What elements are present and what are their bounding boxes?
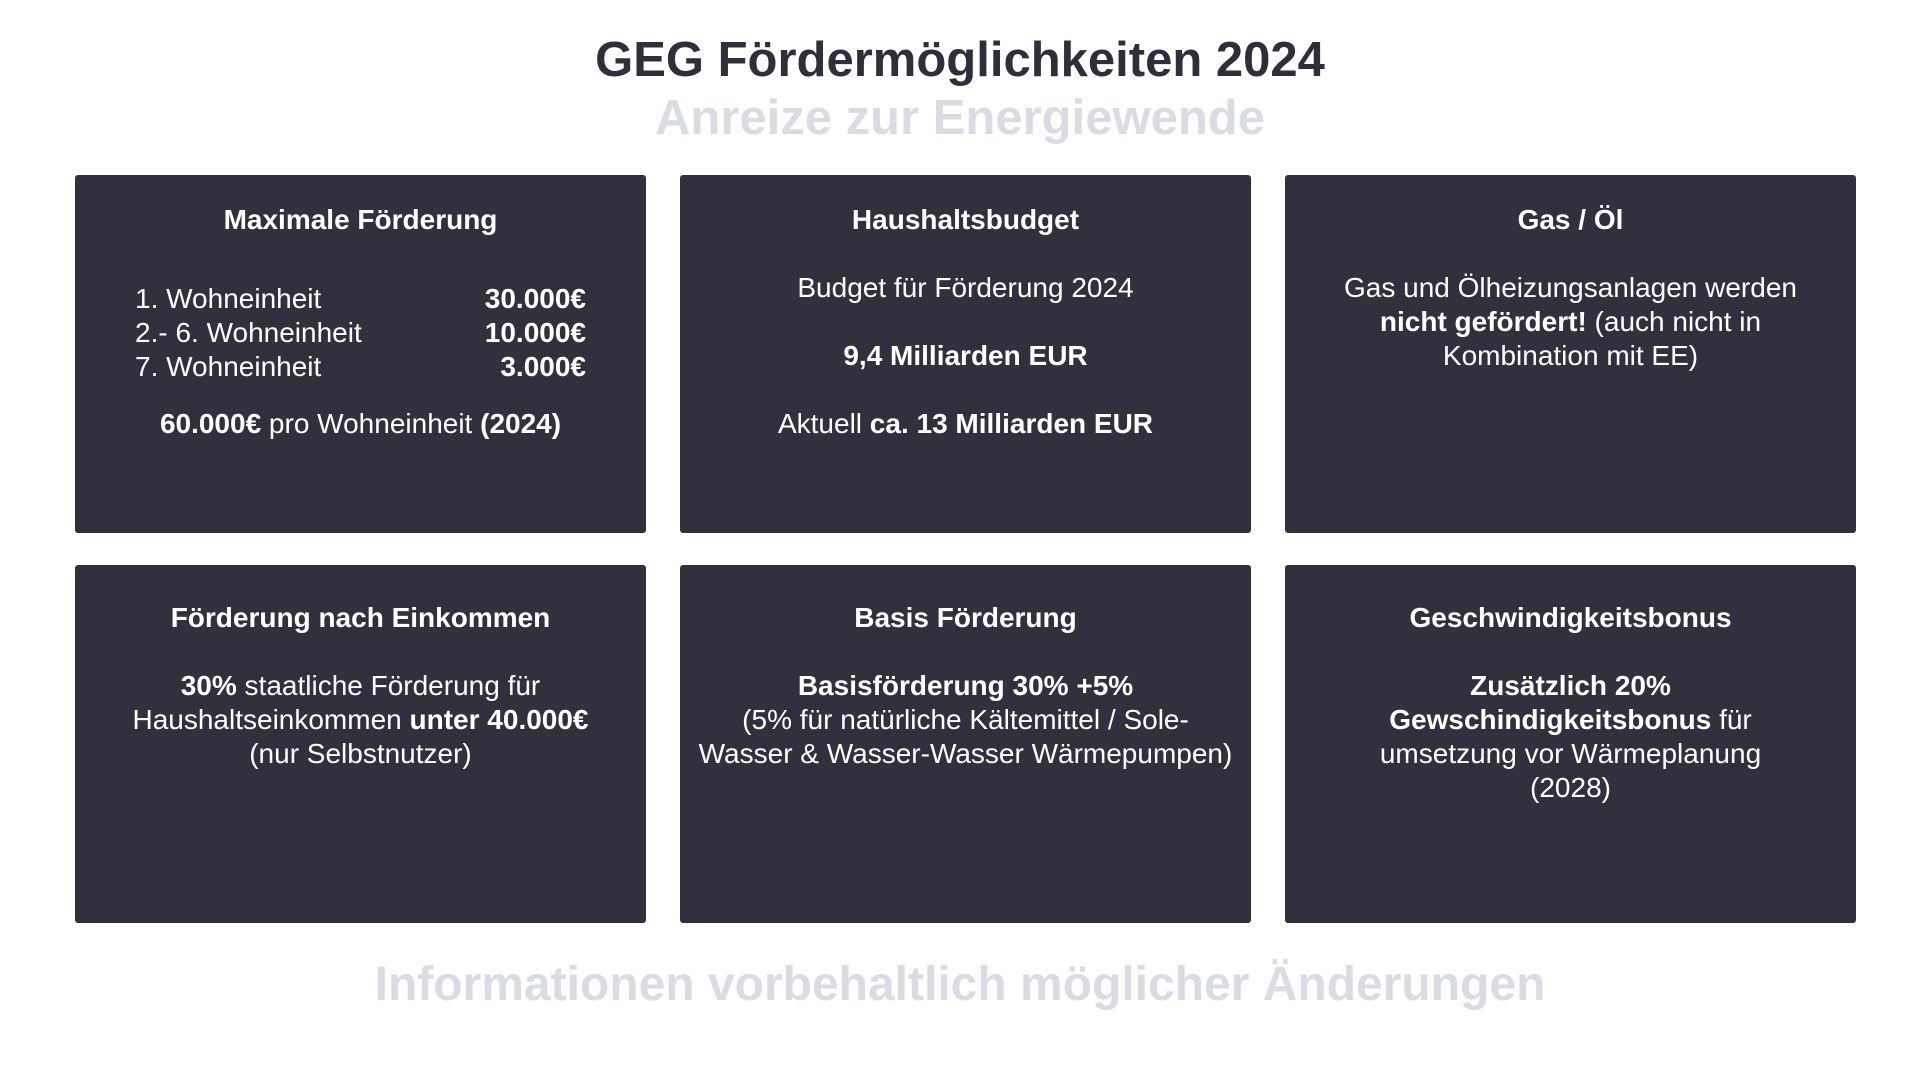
gas-line-1: Gas und Ölheizungsanlagen werden [1344,272,1797,303]
total-amount: 60.000€ [159,408,262,439]
unit-row: 1. Wohneinheit 30.000€ [135,282,586,316]
gas-line-2: nicht gefördert! (auch nicht in [1285,305,1856,339]
budget-current-prefix: Aktuell [777,408,870,439]
card-title: Haushaltsbudget [851,204,1080,235]
income-line-1: 30% staatliche Förderung für [75,669,646,703]
gas-line-3: Kombination mit EE) [1442,340,1699,371]
unit-label: 7. Wohneinheit [135,351,322,382]
footer-disclaimer: Informationen vorbehaltlich möglicher Än… [374,958,1546,1011]
budget-current: Aktuell ca. 13 Milliarden EUR [680,407,1251,441]
card-title: Geschwindigkeitsbonus [1409,602,1732,633]
income-line-1-rest: staatliche Förderung für [236,670,541,701]
basis-line-2: (5% für natürliche Kältemittel / Sole- [742,704,1189,735]
income-line-2-prefix: Haushaltseinkommen [132,704,410,735]
budget-current-value: ca. 13 Milliarden EUR [869,408,1154,439]
income-limit: unter 40.000€ [409,704,589,735]
gas-not-funded: nicht gefördert! [1379,306,1587,337]
total-year: (2024) [480,408,562,439]
total-text: pro Wohneinheit [261,408,481,439]
card-title: Förderung nach Einkommen [170,602,551,633]
unit-amount: 3.000€ [500,351,586,382]
speed-line-2-rest: für [1711,704,1752,735]
card-title: Gas / Öl [1517,204,1624,235]
gas-line-2-rest: (auch nicht in [1586,306,1762,337]
card-haushaltsbudget: Haushaltsbudget Budget für Förderung 202… [680,175,1251,533]
card-geschwindigkeitsbonus: Geschwindigkeitsbonus Zusätzlich 20% Gew… [1285,565,1856,923]
income-line-3: (nur Selbstnutzer) [249,738,472,769]
speed-line-2: Gewschindigkeitsbonus für [1285,703,1856,737]
page-subtitle: Anreize zur Energiewende [655,91,1265,145]
speed-line-3: umsetzung vor Wärmeplanung [1379,738,1762,769]
income-percent: 30% [180,670,237,701]
card-basis-foerderung: Basis Förderung Basisförderung 30% +5% (… [680,565,1251,923]
card-max-foerderung: Maximale Förderung 1. Wohneinheit 30.000… [75,175,646,533]
unit-amount: 30.000€ [484,283,586,314]
card-title: Basis Förderung [854,602,1077,633]
unit-label: 2.- 6. Wohneinheit [135,317,362,348]
page-title: GEG Fördermöglichkeiten 2024 [595,33,1325,87]
speed-line-4: (2028) [1530,772,1611,803]
unit-label: 1. Wohneinheit [135,283,322,314]
total-line: 60.000€ pro Wohneinheit (2024) [75,407,646,441]
budget-amount: 9,4 Milliarden EUR [843,340,1088,371]
basis-line-1: Basisförderung 30% +5% [797,670,1134,701]
card-gas-oel: Gas / Öl Gas und Ölheizungsanlagen werde… [1285,175,1856,533]
unit-amount: 10.000€ [484,317,586,348]
speed-bonus-name: Gewschindigkeitsbonus [1389,704,1712,735]
basis-line-3: Wasser & Wasser-Wasser Wärmepumpen) [698,738,1233,769]
income-line-2: Haushaltseinkommen unter 40.000€ [75,703,646,737]
card-title: Maximale Förderung [223,204,498,235]
budget-line-1: Budget für Förderung 2024 [797,272,1134,303]
unit-row: 2.- 6. Wohneinheit 10.000€ [135,316,586,350]
speed-line-1: Zusätzlich 20% [1470,670,1671,701]
card-einkommen: Förderung nach Einkommen 30% staatliche … [75,565,646,923]
unit-row: 7. Wohneinheit 3.000€ [135,350,586,384]
